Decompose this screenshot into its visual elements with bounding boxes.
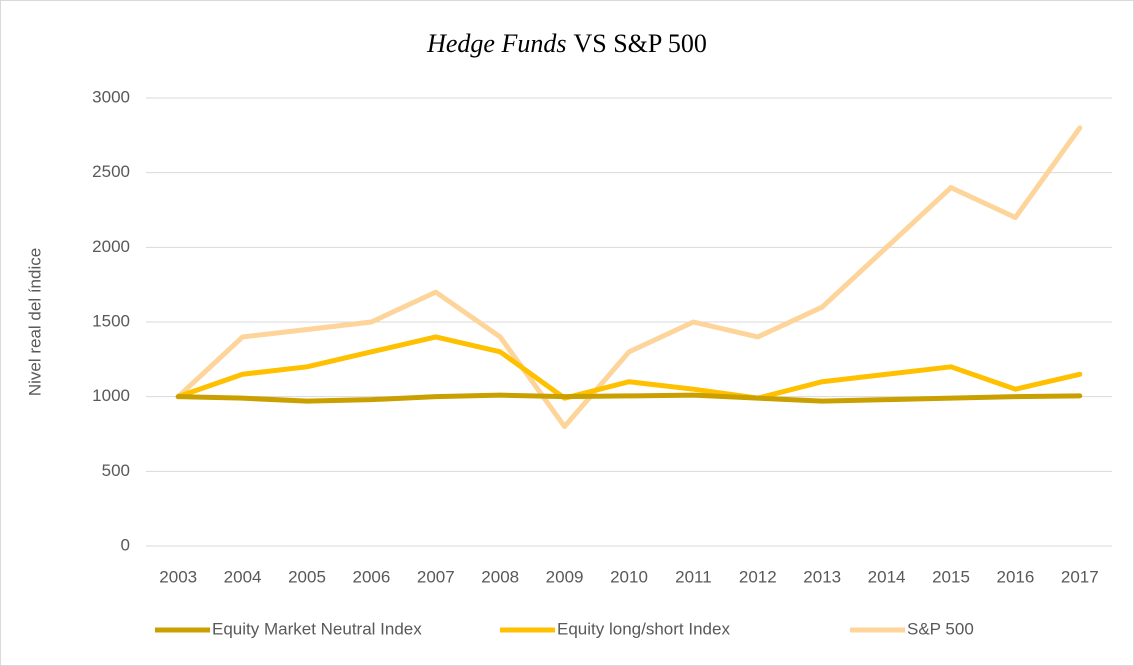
x-tick-label: 2010 xyxy=(610,567,648,586)
x-tick-label: 2017 xyxy=(1061,567,1099,586)
y-tick-label: 0 xyxy=(121,535,130,554)
x-tick-label: 2012 xyxy=(739,567,777,586)
series-line xyxy=(175,125,1083,430)
y-tick-label: 2000 xyxy=(92,237,130,256)
x-tick-label: 2006 xyxy=(352,567,390,586)
x-tick-label: 2016 xyxy=(996,567,1034,586)
chart-title: Hedge Funds VS S&P 500 xyxy=(426,29,707,58)
title-text: VS S&P 500 xyxy=(573,29,706,58)
x-tick-label: 2005 xyxy=(288,567,326,586)
legend-label: Equity long/short Index xyxy=(557,619,730,638)
y-axis-label: Nivel real del índice xyxy=(25,248,44,396)
x-tick-label: 2008 xyxy=(481,567,519,586)
x-tick-label: 2007 xyxy=(417,567,455,586)
y-tick-label: 500 xyxy=(102,461,130,480)
x-tick-label: 2009 xyxy=(546,567,584,586)
series-line xyxy=(175,392,1083,404)
x-tick-label: 2003 xyxy=(159,567,197,586)
title-italic: Hedge Funds xyxy=(426,29,566,58)
y-tick-label: 3000 xyxy=(92,87,130,106)
x-tick-label: 2014 xyxy=(868,567,906,586)
legend-label: Equity Market Neutral Index xyxy=(212,619,422,638)
series-line xyxy=(175,334,1083,401)
y-tick-label: 2500 xyxy=(92,162,130,181)
x-tick-label: 2004 xyxy=(224,567,262,586)
y-tick-label: 1000 xyxy=(92,386,130,405)
legend-label: S&P 500 xyxy=(907,619,974,638)
x-tick-label: 2015 xyxy=(932,567,970,586)
y-tick-label: 1500 xyxy=(92,311,130,330)
x-tick-label: 2011 xyxy=(675,567,712,586)
x-tick-label: 2013 xyxy=(803,567,841,586)
